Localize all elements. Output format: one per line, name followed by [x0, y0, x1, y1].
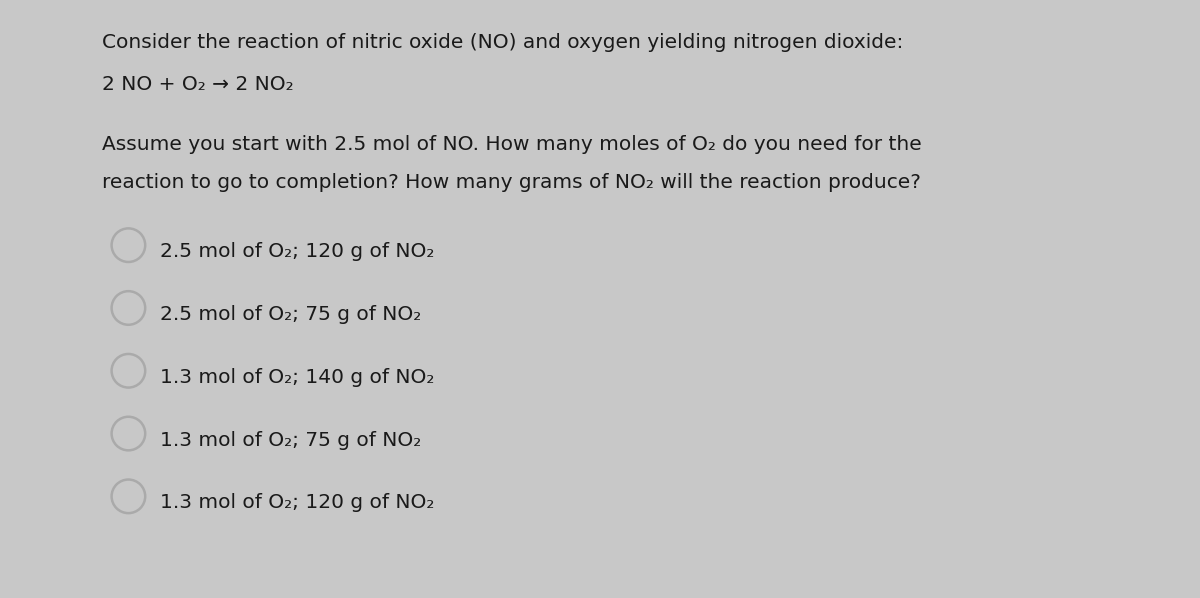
Text: 1.3 mol of O₂; 75 g of NO₂: 1.3 mol of O₂; 75 g of NO₂ — [160, 431, 421, 450]
Text: 1.3 mol of O₂; 140 g of NO₂: 1.3 mol of O₂; 140 g of NO₂ — [160, 368, 434, 387]
Text: Assume you start with 2.5 mol of NO. How many moles of O₂ do you need for the: Assume you start with 2.5 mol of NO. How… — [102, 135, 922, 154]
Text: 2.5 mol of O₂; 120 g of NO₂: 2.5 mol of O₂; 120 g of NO₂ — [160, 242, 434, 261]
Text: Consider the reaction of nitric oxide (NO) and oxygen yielding nitrogen dioxide:: Consider the reaction of nitric oxide (N… — [102, 33, 904, 52]
Text: 2.5 mol of O₂; 75 g of NO₂: 2.5 mol of O₂; 75 g of NO₂ — [160, 305, 421, 324]
Text: 2 NO + O₂ → 2 NO₂: 2 NO + O₂ → 2 NO₂ — [102, 75, 294, 94]
Text: reaction to go to completion? How many grams of NO₂ will the reaction produce?: reaction to go to completion? How many g… — [102, 173, 920, 193]
Text: 1.3 mol of O₂; 120 g of NO₂: 1.3 mol of O₂; 120 g of NO₂ — [160, 493, 434, 512]
